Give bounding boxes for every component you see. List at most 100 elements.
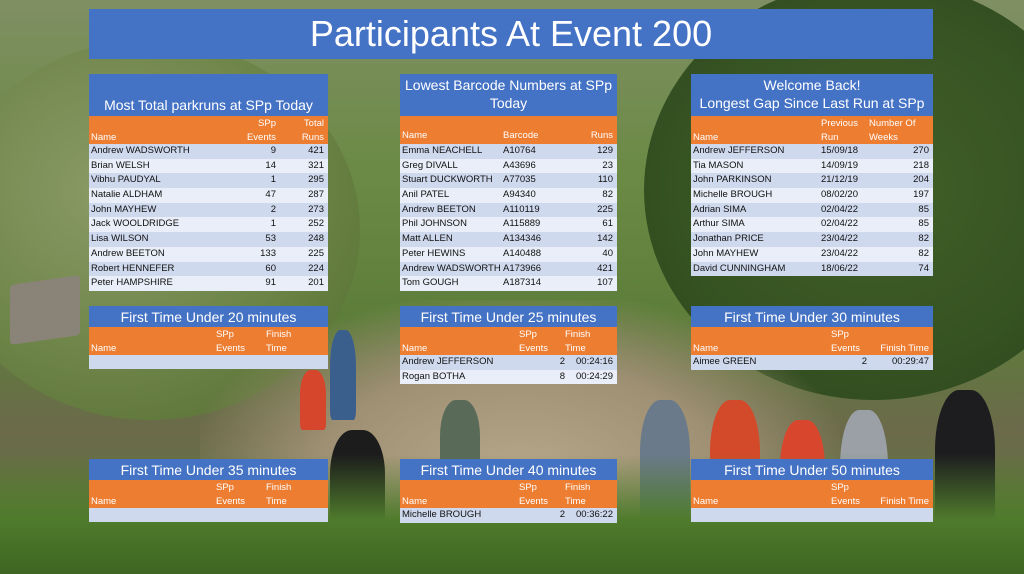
cell-value: 82 [918, 247, 929, 259]
table-row: Robert HENNEFER 60 224 [89, 261, 328, 277]
table-title: Most Total parkruns at SPp Today [89, 74, 328, 116]
cell-name: Arthur SIMA [693, 218, 745, 230]
cell-value: 18/06/22 [821, 262, 858, 274]
table-title: First Time Under 35 minutes [89, 459, 328, 480]
cell-value: A110119 [503, 203, 540, 215]
empty-row [691, 508, 933, 522]
table-row: Peter HAMPSHIRE 91 201 [89, 276, 328, 291]
cell-value: 00:24:29 [576, 370, 613, 382]
table-row: Stuart DUCKWORTH A77035 110 [400, 173, 617, 189]
cell-value: 00:36:22 [576, 509, 613, 520]
cell-value: 00:29:47 [892, 356, 929, 367]
cell-value: A187314 [503, 277, 542, 289]
under-25-table: First Time Under 25 minutes Name SPp Even… [400, 306, 617, 385]
cell-value: 224 [308, 262, 324, 274]
cell-value: 40 [602, 247, 613, 259]
table-row: Andrew JEFFERSON 2 00:24:16 [400, 355, 617, 370]
cell-name: Michelle BROUGH [402, 509, 482, 520]
cell-name: Jonathan PRICE [693, 233, 764, 245]
table-header: Name SPp Events Finish Time [691, 480, 933, 508]
cell-value: 9 [270, 145, 276, 156]
cell-value: 47 [265, 189, 276, 201]
cell-value: 270 [913, 145, 929, 156]
table-row: Arthur SIMA 02/04/22 85 [691, 217, 933, 233]
cell-value: A134346 [503, 233, 542, 245]
table-row: Andrew WADSWORTH A173966 421 [400, 261, 617, 277]
cell-name: David CUNNINGHAM [693, 262, 786, 274]
cell-value: 74 [918, 262, 929, 274]
under-40-table: First Time Under 40 minutes Name SPp Even… [400, 459, 617, 523]
table-row: Andrew BEETON A110119 225 [400, 202, 617, 218]
cell-name: Matt ALLEN [402, 233, 453, 245]
cell-value: 287 [308, 189, 324, 201]
welcome-back-table: Welcome Back! Longest Gap Since Last Run… [691, 74, 933, 277]
cell-value: 204 [913, 174, 929, 186]
table-row: Lisa WILSON 53 248 [89, 232, 328, 247]
cell-value: 02/04/22 [821, 203, 858, 215]
cell-value: 129 [597, 145, 613, 156]
cell-value: 421 [308, 145, 324, 156]
table-header: Name Previous Run Number Of Weeks [691, 116, 933, 144]
cell-name: John PARKINSON [693, 174, 772, 186]
cell-value: 85 [918, 203, 929, 215]
cell-value: 02/04/22 [821, 218, 858, 230]
cell-value: 2 [861, 356, 867, 367]
cell-name: Greg DIVALL [402, 159, 458, 171]
cell-name: Robert HENNEFER [91, 262, 175, 274]
empty-row [89, 508, 328, 522]
most-total-runs-table: Most Total parkruns at SPp Today Name SP… [89, 74, 328, 291]
table-row: Adrian SIMA 02/04/22 85 [691, 202, 933, 218]
table-row: Phil JOHNSON A115889 61 [400, 217, 617, 233]
cell-name: Emma NEACHELL [402, 145, 483, 156]
table-header: Name SPp Events Finish Time [691, 327, 933, 355]
cell-value: 8 [559, 370, 565, 382]
table-row: Greg DIVALL A43696 23 [400, 158, 617, 174]
table-header: Name Barcode Runs [400, 116, 617, 144]
cell-value: 421 [597, 262, 613, 274]
table-title: First Time Under 30 minutes [691, 306, 933, 327]
cell-name: Brian WELSH [91, 159, 150, 171]
table-header: Name SPp Events Finish Time [89, 327, 328, 355]
cell-value: 1 [270, 218, 276, 230]
cell-value: 23/04/22 [821, 233, 858, 245]
table-row: Brian WELSH 14 321 [89, 158, 328, 174]
cell-value: 60 [265, 262, 276, 274]
under-20-table: First Time Under 20 minutes Name SPp Even… [89, 306, 328, 369]
cell-value: 321 [308, 159, 324, 171]
table-row: Jack WOOLDRIDGE 1 252 [89, 217, 328, 233]
cell-value: A77035 [503, 174, 536, 186]
table-row: Tia MASON 14/09/19 218 [691, 158, 933, 174]
cell-value: 197 [913, 189, 929, 201]
cell-name: Lisa WILSON [91, 233, 149, 245]
cell-value: 21/12/19 [821, 174, 858, 186]
cell-value: 53 [265, 233, 276, 245]
table-row: Aimee GREEN 2 00:29:47 [691, 355, 933, 370]
cell-value: 2 [270, 203, 276, 215]
cell-value: A173966 [503, 262, 542, 274]
cell-name: Tia MASON [693, 159, 744, 171]
cell-value: 82 [602, 189, 613, 201]
cell-name: Andrew BEETON [402, 203, 476, 215]
page-title: Participants At Event 200 [89, 9, 933, 59]
cell-value: A115889 [503, 218, 541, 230]
cell-value: 248 [308, 233, 324, 245]
cell-value: 225 [308, 247, 324, 259]
table-title: First Time Under 25 minutes [400, 306, 617, 327]
table-title: Welcome Back! Longest Gap Since Last Run… [691, 74, 933, 116]
table-row: David CUNNINGHAM 18/06/22 74 [691, 261, 933, 277]
cell-name: Stuart DUCKWORTH [402, 174, 493, 186]
table-row: Michelle BROUGH 2 00:36:22 [400, 508, 617, 523]
cell-name: Adrian SIMA [693, 203, 747, 215]
cell-name: Anil PATEL [402, 189, 450, 201]
cell-value: 1 [270, 174, 276, 186]
lowest-barcode-table: Lowest Barcode Numbers at SPp Today Name… [400, 74, 617, 291]
cell-name: Rogan BOTHA [402, 370, 466, 382]
table-row: Peter HEWINS A140488 40 [400, 246, 617, 262]
cell-value: A10764 [503, 145, 536, 156]
table-row: Natalie ALDHAM 47 287 [89, 188, 328, 203]
cell-value: 85 [918, 218, 929, 230]
cell-value: 252 [308, 218, 324, 230]
table-header: Name SPp Events Finish Time [89, 480, 328, 508]
cell-value: 133 [260, 247, 276, 259]
cell-name: Michelle BROUGH [693, 189, 773, 201]
